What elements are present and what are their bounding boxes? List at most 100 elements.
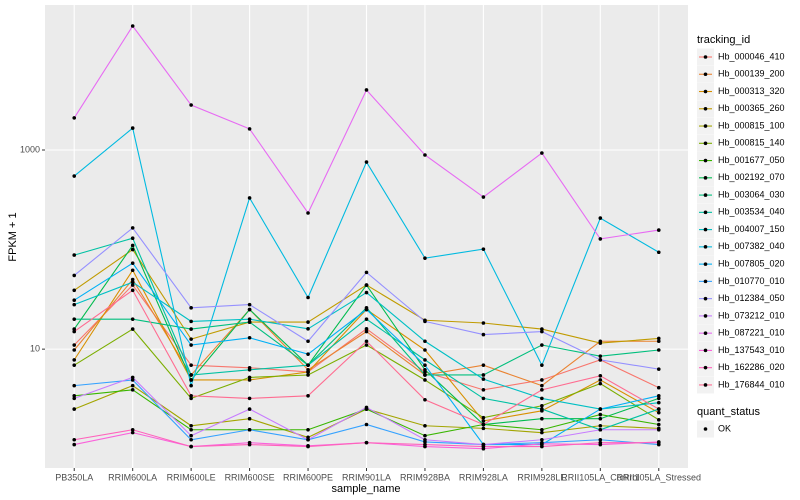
point <box>72 396 77 401</box>
legend-point <box>703 72 708 77</box>
point <box>189 343 193 347</box>
point <box>656 367 661 371</box>
point <box>364 290 369 295</box>
point <box>656 418 661 422</box>
point <box>247 368 252 372</box>
point <box>540 427 544 432</box>
legend-label: Hb_001677_050 <box>718 155 785 165</box>
legend-point <box>703 427 708 431</box>
point <box>540 396 544 401</box>
point <box>247 320 252 324</box>
point <box>598 440 603 445</box>
point <box>130 288 135 293</box>
point <box>130 375 135 380</box>
legend-point <box>703 55 708 59</box>
point <box>130 280 135 285</box>
point <box>423 348 427 352</box>
legend-label: Hb_007805_020 <box>718 258 785 268</box>
point <box>656 440 661 445</box>
legend-label: Hb_000139_200 <box>718 69 785 79</box>
legend-label: Hb_002192_070 <box>718 172 785 182</box>
y-tick-label: 10 <box>30 344 40 354</box>
x-tick-label: RRIM901LA <box>342 472 391 482</box>
point <box>540 444 544 449</box>
legend-label: Hb_003064_030 <box>718 189 785 199</box>
point <box>423 368 427 372</box>
legend-label: Hb_012384_050 <box>718 293 785 303</box>
point <box>189 327 193 331</box>
point <box>189 363 193 367</box>
point <box>189 437 193 442</box>
legend-point <box>703 227 708 232</box>
point <box>481 332 486 337</box>
point <box>189 423 193 428</box>
point <box>540 442 544 446</box>
x-tick-label: RRIM928LE <box>517 472 566 482</box>
legend-point <box>703 279 708 284</box>
point <box>247 375 252 380</box>
point <box>247 335 252 340</box>
point <box>598 216 603 220</box>
point <box>481 444 486 449</box>
point <box>540 378 544 382</box>
point <box>423 423 427 428</box>
point <box>364 422 369 427</box>
point <box>189 383 193 388</box>
point <box>423 397 427 402</box>
legend-point <box>703 365 708 370</box>
point <box>598 407 603 411</box>
point <box>423 319 427 324</box>
legend-label: Hb_003534_040 <box>718 207 785 217</box>
legend-point <box>703 348 708 353</box>
x-tick-label: PB350LA <box>55 472 93 482</box>
x-tick-label: RRII105LA_Control <box>561 472 639 482</box>
legend-label: Hb_004007_150 <box>718 224 785 234</box>
point <box>598 378 603 382</box>
y-tick-label: 1000 <box>20 144 40 154</box>
point <box>656 348 661 352</box>
point <box>189 427 193 432</box>
point <box>189 373 193 377</box>
point <box>540 388 544 392</box>
point <box>130 24 135 28</box>
point <box>189 337 193 341</box>
point <box>656 427 661 432</box>
point <box>189 306 193 310</box>
point <box>130 261 135 265</box>
point <box>423 256 427 260</box>
point <box>598 354 603 358</box>
legend-label: Hb_087221_010 <box>718 328 785 338</box>
point <box>481 247 486 251</box>
point <box>598 427 603 432</box>
point <box>189 393 193 398</box>
point <box>189 396 193 401</box>
legend-point <box>703 124 708 128</box>
point <box>540 363 544 367</box>
point <box>481 321 486 325</box>
legend-point <box>703 141 708 146</box>
point <box>423 363 427 367</box>
legend-point <box>703 210 708 215</box>
point <box>72 253 77 257</box>
point <box>306 363 310 367</box>
point <box>656 336 661 341</box>
point <box>481 415 486 420</box>
point <box>481 363 486 367</box>
legend-label: Hb_000815_100 <box>718 120 785 130</box>
legend-title: quant_status <box>697 406 760 418</box>
legend-point <box>703 331 708 335</box>
point <box>656 400 661 405</box>
y-axis-label: FPKM + 1 <box>7 212 19 261</box>
point <box>247 378 252 382</box>
point <box>72 329 77 334</box>
point <box>540 343 544 347</box>
point <box>306 437 310 442</box>
point <box>247 427 252 432</box>
point <box>306 327 310 331</box>
point <box>656 339 661 344</box>
point <box>189 319 193 324</box>
point <box>656 228 661 232</box>
point <box>72 358 77 362</box>
point <box>306 373 310 377</box>
point <box>72 363 77 367</box>
